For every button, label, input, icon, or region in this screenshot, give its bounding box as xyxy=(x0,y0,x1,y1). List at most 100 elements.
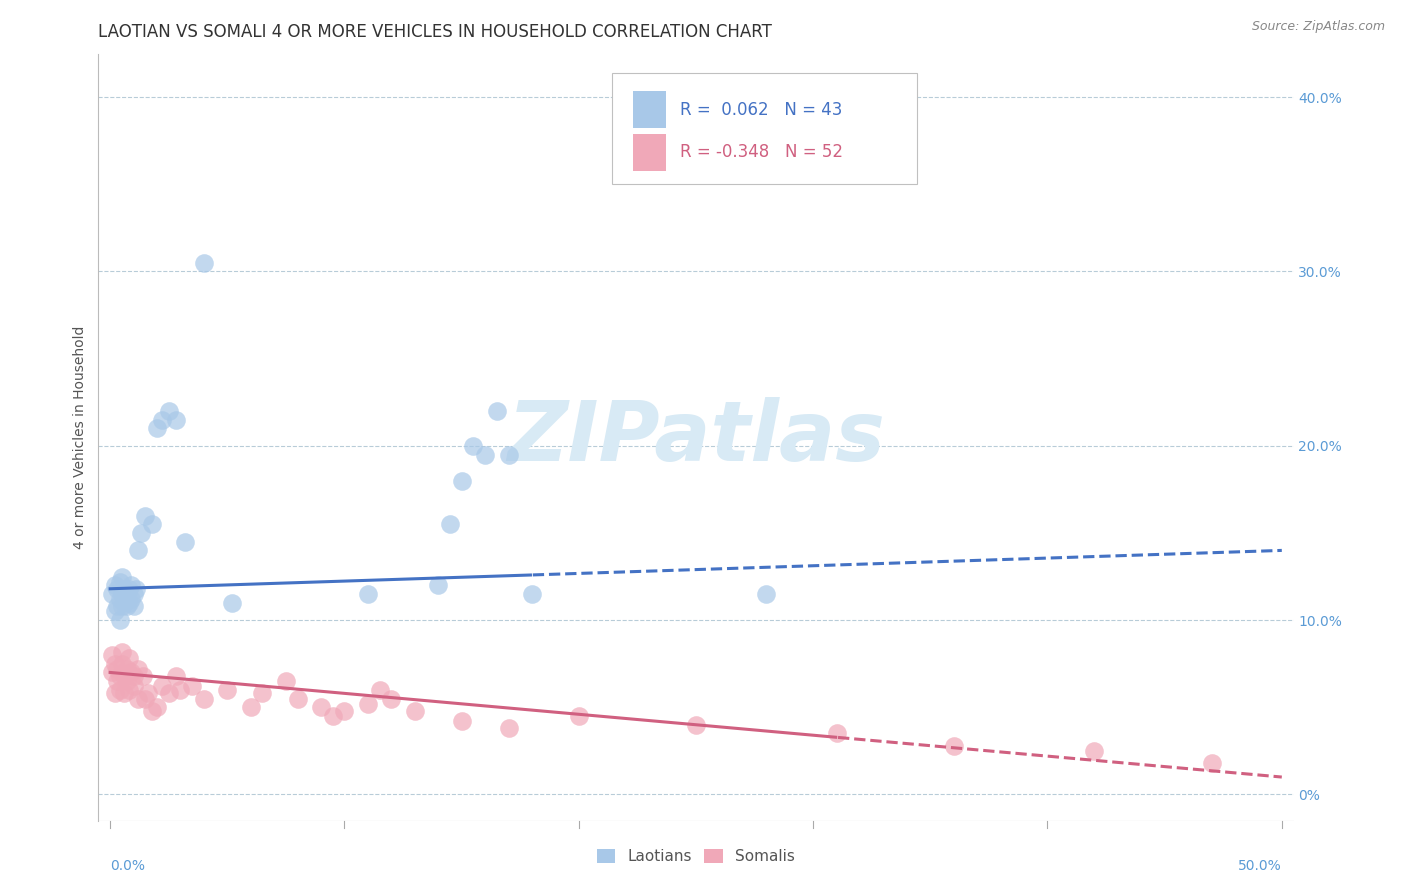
Point xyxy=(134,691,156,706)
Text: R =  0.062   N = 43: R = 0.062 N = 43 xyxy=(681,101,842,119)
Point xyxy=(112,582,135,596)
FancyBboxPatch shape xyxy=(633,91,666,128)
Point xyxy=(755,587,778,601)
Point xyxy=(498,721,520,735)
Point xyxy=(127,662,149,676)
Point xyxy=(111,657,134,671)
Point xyxy=(108,669,131,683)
Point xyxy=(101,665,124,680)
Point xyxy=(252,686,274,700)
Text: Source: ZipAtlas.com: Source: ZipAtlas.com xyxy=(1251,20,1385,33)
Point xyxy=(450,714,472,729)
Point xyxy=(104,578,127,592)
Point xyxy=(463,439,485,453)
Point xyxy=(685,717,707,731)
Text: R = -0.348   N = 52: R = -0.348 N = 52 xyxy=(681,144,844,161)
Point xyxy=(141,517,163,532)
Point xyxy=(165,669,187,683)
Point xyxy=(118,682,141,697)
Point xyxy=(111,599,134,614)
Point xyxy=(439,517,461,532)
Point xyxy=(193,691,215,706)
Point xyxy=(122,587,145,601)
Point xyxy=(136,686,159,700)
Point xyxy=(105,674,128,689)
Point xyxy=(357,697,380,711)
Point xyxy=(309,700,332,714)
Point xyxy=(169,682,191,697)
Point xyxy=(112,596,135,610)
Point xyxy=(104,657,127,671)
Point xyxy=(118,596,141,610)
Point xyxy=(485,404,508,418)
Point xyxy=(165,412,187,426)
Point xyxy=(108,592,131,607)
Point xyxy=(520,587,543,601)
Point xyxy=(111,644,134,658)
Point xyxy=(450,474,472,488)
Point xyxy=(239,700,262,714)
Point xyxy=(174,534,197,549)
Point xyxy=(181,680,204,694)
Point xyxy=(115,674,138,689)
Point xyxy=(125,582,148,596)
Point xyxy=(120,578,142,592)
Point xyxy=(122,669,145,683)
Point xyxy=(127,691,149,706)
Point xyxy=(105,582,128,596)
Point xyxy=(274,674,297,689)
Point xyxy=(101,587,124,601)
Point xyxy=(122,680,145,694)
Point xyxy=(157,686,180,700)
Point xyxy=(193,256,215,270)
Point xyxy=(322,709,344,723)
Point xyxy=(105,662,128,676)
Point xyxy=(111,569,134,583)
Point xyxy=(150,412,173,426)
Point xyxy=(120,665,142,680)
Point xyxy=(333,704,356,718)
Point xyxy=(380,691,402,706)
Point xyxy=(150,680,173,694)
Point xyxy=(368,682,391,697)
Y-axis label: 4 or more Vehicles in Household: 4 or more Vehicles in Household xyxy=(73,326,87,549)
Point xyxy=(287,691,309,706)
Point xyxy=(1083,744,1105,758)
Point xyxy=(108,574,131,589)
Point xyxy=(104,686,127,700)
Point xyxy=(146,421,169,435)
Point xyxy=(118,582,141,596)
Point xyxy=(568,709,591,723)
Point xyxy=(115,587,138,601)
Point xyxy=(474,448,496,462)
Text: 50.0%: 50.0% xyxy=(1239,859,1282,873)
Point xyxy=(112,669,135,683)
Point xyxy=(120,592,142,607)
Point xyxy=(127,543,149,558)
Text: ZIPatlas: ZIPatlas xyxy=(508,397,884,477)
Point xyxy=(404,704,426,718)
Point xyxy=(115,599,138,614)
Point xyxy=(105,599,128,614)
FancyBboxPatch shape xyxy=(633,134,666,171)
Point xyxy=(101,648,124,662)
Point xyxy=(104,604,127,618)
Text: 0.0%: 0.0% xyxy=(110,859,145,873)
Point xyxy=(1201,756,1223,771)
Point xyxy=(157,404,180,418)
Point xyxy=(108,682,131,697)
Point xyxy=(217,682,239,697)
Text: LAOTIAN VS SOMALI 4 OR MORE VEHICLES IN HOUSEHOLD CORRELATION CHART: LAOTIAN VS SOMALI 4 OR MORE VEHICLES IN … xyxy=(98,23,772,41)
Point xyxy=(134,508,156,523)
Legend: Laotians, Somalis: Laotians, Somalis xyxy=(591,843,801,871)
Point xyxy=(427,578,450,592)
Point xyxy=(357,587,380,601)
Point xyxy=(146,700,169,714)
Point xyxy=(141,704,163,718)
Point xyxy=(115,662,138,676)
Point xyxy=(942,739,965,753)
Point xyxy=(221,596,243,610)
Point xyxy=(112,686,135,700)
Point xyxy=(108,613,131,627)
Point xyxy=(129,526,152,541)
